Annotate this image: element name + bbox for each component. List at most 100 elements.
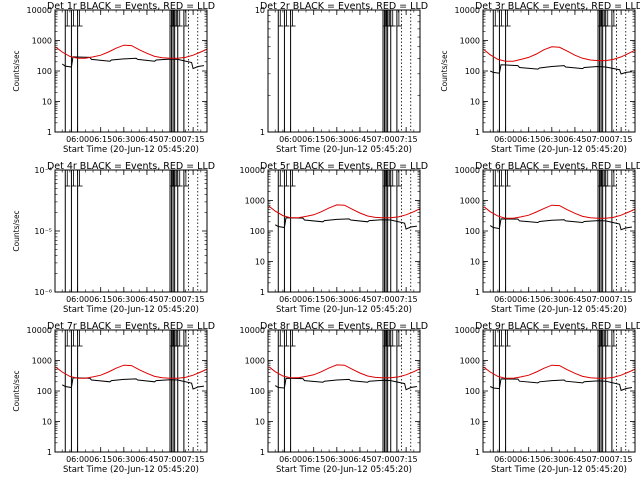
plot-frame	[54, 9, 208, 133]
x-axis-label: Start Time (20-Jun-12 05:45:20)	[63, 145, 199, 155]
y-tick-label: 1	[475, 448, 480, 457]
x-tick-label: 07:15	[395, 455, 418, 464]
plot-area	[268, 330, 420, 452]
plot-frame	[54, 329, 208, 453]
y-tick-label: 10000	[240, 166, 265, 175]
plot-frame	[54, 169, 208, 293]
plot-area	[483, 10, 635, 132]
y-tick-label: 10	[470, 98, 480, 107]
y-tick-label: 100	[465, 227, 480, 236]
panel-det-9: Det 9r BLACK = Events, RED = LLD 1 10 100 10…	[455, 321, 640, 475]
series-events-line	[489, 64, 632, 75]
series-lld-line	[483, 204, 635, 219]
x-tick-label: 06:30	[325, 455, 348, 464]
panel-title: Det 6r BLACK = Events, RED = LLD	[475, 161, 640, 172]
x-tick-label: 06:45	[348, 295, 371, 304]
series-events-line	[274, 377, 417, 391]
x-tick-label: 06:30	[112, 295, 135, 304]
y-tick-label: 1	[260, 128, 265, 137]
x-tick-label: 07:15	[182, 135, 205, 144]
x-axis-label: Start Time (20-Jun-12 05:45:20)	[276, 305, 412, 315]
x-axis-label: Start Time (20-Jun-12 05:45:20)	[491, 145, 627, 155]
x-tick-label: 06:15	[89, 135, 112, 144]
series-events-line	[489, 218, 632, 231]
plot-frame	[482, 9, 636, 133]
plot-frame	[267, 169, 421, 293]
y-axis-label: Counts/sec	[12, 210, 21, 251]
series-events-line	[61, 377, 204, 390]
series-lld-line	[483, 46, 635, 62]
x-tick-label: 06:15	[302, 455, 325, 464]
y-tick-label: 10⁻⁵	[34, 227, 52, 236]
x-tick-label: 06:00	[66, 455, 89, 464]
y-tick-label: 100	[465, 67, 480, 76]
plot-area	[64, 170, 199, 292]
plot-area	[483, 330, 635, 452]
x-tick-label: 06:45	[563, 455, 586, 464]
y-axis-label: Counts/sec	[440, 50, 449, 91]
x-tick-label: 06:45	[135, 135, 158, 144]
x-tick-label: 06:45	[348, 455, 371, 464]
panel-title: Det 2r BLACK = Events, RED = LLD	[260, 1, 428, 12]
x-tick-label: 06:15	[517, 455, 540, 464]
x-tick-label: 06:45	[563, 295, 586, 304]
series-events-line	[489, 378, 632, 392]
y-tick-label: 10	[255, 258, 265, 267]
y-tick-label: 1000	[245, 357, 265, 366]
y-tick-label: 1000	[460, 37, 480, 46]
x-tick-label: 06:45	[563, 135, 586, 144]
x-tick-label: 07:15	[182, 295, 205, 304]
y-tick-label: 10	[255, 418, 265, 427]
panel-title: Det 7r BLACK = Events, RED = LLD	[47, 321, 215, 332]
plot-frame	[482, 169, 636, 293]
y-tick-label: 1	[47, 128, 52, 137]
panel-title: Det 9r BLACK = Events, RED = LLD	[475, 321, 640, 332]
x-tick-label: 06:15	[517, 295, 540, 304]
y-tick-label: 1000	[460, 197, 480, 206]
y-tick-label: 10000	[27, 6, 52, 15]
y-tick-label: 1000	[460, 357, 480, 366]
x-tick-label: 06:30	[540, 135, 563, 144]
plot-area	[268, 170, 420, 292]
x-tick-label: 06:45	[348, 135, 371, 144]
panel-title: Det 1r BLACK = Events, RED = LLD	[47, 1, 215, 12]
x-axis-label: Start Time (20-Jun-12 05:45:20)	[491, 465, 627, 475]
y-tick-label: 10⁻⁶	[34, 288, 52, 297]
x-tick-label: 06:15	[89, 455, 112, 464]
series-events-line	[274, 217, 417, 230]
y-tick-label: 1000	[32, 37, 52, 46]
x-tick-label: 07:00	[371, 295, 394, 304]
panel-det-8: Det 8r BLACK = Events, RED = LLD 1 10 100 10…	[240, 321, 429, 475]
plot-area	[55, 330, 207, 452]
x-axis-label: Start Time (20-Jun-12 05:45:20)	[491, 305, 627, 315]
x-tick-label: 06:00	[279, 135, 302, 144]
panel-det-3: Det 3r BLACK = Events, RED = LLD 1 10 100 10…	[440, 1, 640, 155]
x-tick-label: 07:15	[610, 135, 633, 144]
y-tick-label: 10000	[455, 326, 480, 335]
panel-det-4: Det 4r BLACK = Events, RED = LLD 10⁻⁶ 10⁻⁵…	[12, 161, 215, 315]
x-tick-label: 07:15	[182, 455, 205, 464]
y-tick-label: 10000	[27, 326, 52, 335]
x-tick-label: 06:15	[302, 295, 325, 304]
y-axis-label: Counts/sec	[12, 370, 21, 411]
y-tick-label: 1	[47, 448, 52, 457]
y-tick-label: 10⁻⁴	[34, 166, 52, 175]
y-tick-label: 10000	[455, 6, 480, 15]
x-tick-label: 07:00	[158, 295, 181, 304]
panel-det-7: Det 7r BLACK = Events, RED = LLD 1 10 100 10…	[12, 321, 215, 475]
y-tick-label: 10	[42, 418, 52, 427]
y-tick-label: 100	[37, 67, 52, 76]
y-tick-label: 100	[250, 387, 265, 396]
x-tick-label: 06:30	[112, 135, 135, 144]
x-tick-label: 06:00	[494, 455, 517, 464]
x-tick-label: 06:15	[302, 135, 325, 144]
x-tick-label: 06:30	[540, 455, 563, 464]
y-tick-label: 10	[255, 6, 265, 15]
x-tick-label: 06:00	[494, 135, 517, 144]
series-lld-line	[268, 364, 420, 379]
x-tick-label: 07:00	[586, 295, 609, 304]
y-tick-label: 1	[260, 448, 265, 457]
x-tick-label: 06:00	[66, 295, 89, 304]
x-tick-label: 07:15	[395, 135, 418, 144]
